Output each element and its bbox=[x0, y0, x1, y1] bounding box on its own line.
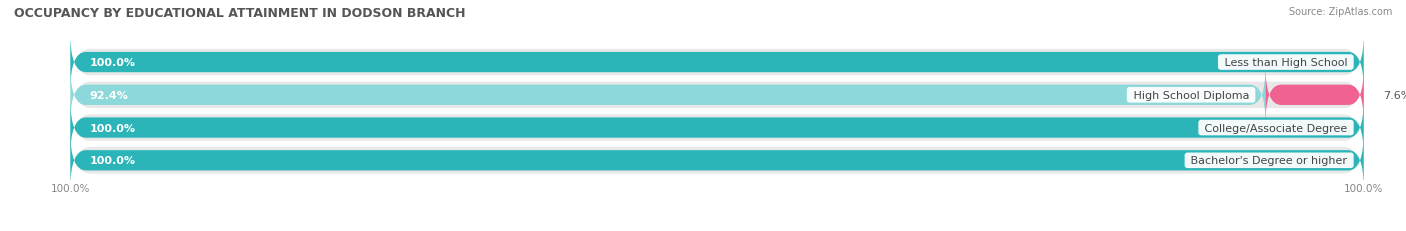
Text: 100.0%: 100.0% bbox=[90, 156, 136, 166]
Text: 92.4%: 92.4% bbox=[90, 90, 128, 100]
FancyBboxPatch shape bbox=[70, 99, 1364, 157]
Text: 100.0%: 100.0% bbox=[90, 58, 136, 68]
FancyBboxPatch shape bbox=[1364, 34, 1406, 92]
Text: High School Diploma: High School Diploma bbox=[1129, 90, 1253, 100]
Text: 100.0%: 100.0% bbox=[90, 123, 136, 133]
Text: College/Associate Degree: College/Associate Degree bbox=[1201, 123, 1351, 133]
FancyBboxPatch shape bbox=[70, 34, 1364, 92]
FancyBboxPatch shape bbox=[70, 61, 1364, 130]
FancyBboxPatch shape bbox=[70, 132, 1364, 190]
FancyBboxPatch shape bbox=[70, 28, 1364, 97]
Text: Bachelor's Degree or higher: Bachelor's Degree or higher bbox=[1188, 156, 1351, 166]
FancyBboxPatch shape bbox=[70, 66, 1265, 125]
FancyBboxPatch shape bbox=[1265, 66, 1364, 125]
FancyBboxPatch shape bbox=[1364, 132, 1406, 190]
Text: 7.6%: 7.6% bbox=[1384, 90, 1406, 100]
FancyBboxPatch shape bbox=[70, 93, 1364, 163]
Text: Source: ZipAtlas.com: Source: ZipAtlas.com bbox=[1288, 7, 1392, 17]
Text: OCCUPANCY BY EDUCATIONAL ATTAINMENT IN DODSON BRANCH: OCCUPANCY BY EDUCATIONAL ATTAINMENT IN D… bbox=[14, 7, 465, 20]
FancyBboxPatch shape bbox=[70, 126, 1364, 195]
FancyBboxPatch shape bbox=[1364, 99, 1406, 157]
Legend: Owner-occupied, Renter-occupied: Owner-occupied, Renter-occupied bbox=[598, 228, 837, 231]
Text: Less than High School: Less than High School bbox=[1220, 58, 1351, 68]
